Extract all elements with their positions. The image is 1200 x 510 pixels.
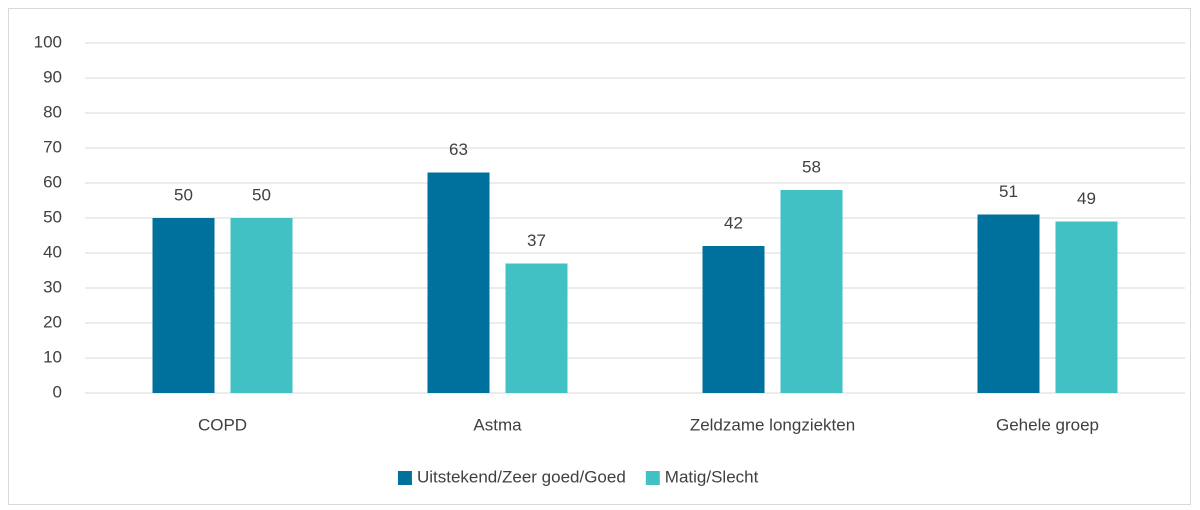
- x-tick-label: Gehele groep: [996, 415, 1099, 434]
- data-label: 37: [527, 231, 546, 250]
- legend-swatch: [645, 471, 660, 485]
- data-label: 50: [174, 185, 193, 204]
- y-tick-label: 70: [43, 137, 62, 156]
- x-tick-label: COPD: [198, 415, 247, 434]
- y-tick-label: 60: [43, 172, 62, 191]
- bar: [505, 263, 568, 393]
- bar: [702, 246, 765, 393]
- bar: [1055, 221, 1118, 393]
- y-tick-label: 80: [43, 102, 62, 121]
- y-tick-label: 100: [34, 32, 62, 51]
- x-tick-label: Astma: [473, 415, 522, 434]
- y-tick-label: 30: [43, 277, 62, 296]
- bar: [230, 218, 293, 393]
- x-tick-label: Zeldzame longziekten: [690, 415, 855, 434]
- y-tick-label: 10: [43, 347, 62, 366]
- data-label: 58: [802, 157, 821, 176]
- data-label: 42: [724, 213, 743, 232]
- bar: [152, 218, 215, 393]
- y-tick-label: 20: [43, 312, 62, 331]
- y-tick-label: 0: [53, 382, 62, 401]
- bar: [427, 172, 490, 393]
- bar: [977, 214, 1040, 393]
- legend-label: Uitstekend/Zeer goed/Goed: [417, 467, 626, 486]
- legend-label: Matig/Slecht: [665, 467, 759, 486]
- y-tick-label: 90: [43, 67, 62, 86]
- data-label: 51: [999, 182, 1018, 201]
- y-tick-label: 50: [43, 207, 62, 226]
- y-tick-label: 40: [43, 242, 62, 261]
- data-label: 63: [449, 140, 468, 159]
- data-label: 50: [252, 185, 271, 204]
- legend-swatch: [397, 471, 412, 485]
- bar: [780, 190, 843, 393]
- data-label: 49: [1077, 189, 1096, 208]
